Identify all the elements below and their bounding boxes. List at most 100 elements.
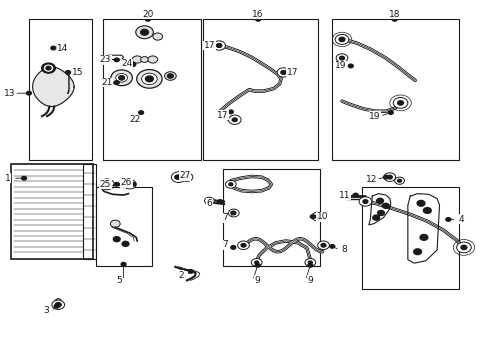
Circle shape	[116, 73, 127, 82]
Circle shape	[394, 177, 404, 184]
Circle shape	[212, 41, 225, 50]
Text: 1: 1	[5, 174, 11, 183]
Circle shape	[127, 183, 132, 186]
Circle shape	[136, 26, 153, 39]
Text: 11: 11	[338, 190, 349, 199]
Circle shape	[277, 68, 289, 77]
Bar	[103, 19, 200, 160]
Circle shape	[397, 101, 403, 105]
Circle shape	[251, 258, 262, 266]
Circle shape	[148, 56, 158, 63]
Text: 26: 26	[121, 178, 132, 187]
Circle shape	[225, 180, 236, 188]
Text: 20: 20	[142, 10, 153, 19]
Bar	[82, 164, 96, 259]
Circle shape	[26, 91, 31, 95]
Circle shape	[217, 200, 222, 203]
Circle shape	[456, 242, 470, 253]
Circle shape	[231, 212, 235, 215]
Circle shape	[216, 44, 221, 47]
Text: 2: 2	[178, 270, 183, 279]
Circle shape	[334, 35, 348, 44]
Circle shape	[164, 72, 176, 80]
Circle shape	[419, 234, 427, 240]
Circle shape	[317, 241, 329, 249]
Bar	[29, 19, 92, 160]
Text: 6: 6	[206, 199, 212, 208]
Circle shape	[372, 215, 379, 220]
Text: 3: 3	[43, 306, 49, 315]
Text: 21: 21	[101, 78, 112, 87]
Circle shape	[139, 111, 143, 114]
Circle shape	[55, 303, 61, 307]
Text: 27: 27	[179, 171, 190, 180]
Circle shape	[311, 212, 323, 221]
Circle shape	[114, 58, 119, 62]
Circle shape	[310, 215, 315, 219]
Circle shape	[145, 76, 153, 82]
Circle shape	[383, 173, 395, 181]
Circle shape	[321, 243, 325, 247]
Bar	[11, 164, 93, 259]
Circle shape	[228, 115, 241, 125]
Circle shape	[254, 261, 258, 264]
Circle shape	[54, 305, 59, 308]
Circle shape	[167, 74, 173, 78]
Circle shape	[228, 110, 233, 114]
Circle shape	[382, 203, 388, 208]
Circle shape	[232, 118, 237, 122]
Circle shape	[362, 200, 367, 203]
Circle shape	[338, 37, 344, 41]
Bar	[361, 187, 458, 289]
Bar	[331, 19, 458, 160]
Text: 12: 12	[365, 175, 376, 184]
Text: 5: 5	[116, 276, 122, 285]
Circle shape	[188, 270, 193, 273]
Bar	[96, 187, 152, 266]
Circle shape	[52, 300, 64, 310]
Text: 19: 19	[368, 112, 380, 121]
Circle shape	[392, 98, 407, 108]
Circle shape	[121, 262, 126, 266]
Circle shape	[174, 175, 179, 179]
Text: 7: 7	[222, 240, 227, 249]
Circle shape	[111, 70, 132, 86]
Circle shape	[377, 211, 384, 216]
Circle shape	[413, 249, 421, 255]
Circle shape	[237, 241, 249, 249]
Circle shape	[114, 183, 119, 186]
Circle shape	[460, 245, 466, 249]
Circle shape	[141, 57, 148, 62]
Circle shape	[241, 243, 245, 247]
Circle shape	[329, 244, 334, 248]
Circle shape	[153, 33, 162, 40]
Circle shape	[131, 63, 136, 66]
Circle shape	[119, 76, 124, 80]
Circle shape	[113, 237, 120, 242]
Circle shape	[181, 173, 192, 181]
Circle shape	[131, 183, 136, 186]
Circle shape	[46, 66, 51, 70]
Circle shape	[132, 56, 142, 63]
Circle shape	[216, 44, 221, 47]
Text: 25: 25	[100, 180, 111, 189]
Circle shape	[104, 182, 110, 186]
Circle shape	[397, 179, 401, 182]
Polygon shape	[33, 67, 74, 107]
Circle shape	[423, 208, 430, 213]
Circle shape	[255, 18, 260, 21]
Circle shape	[416, 201, 424, 206]
Circle shape	[383, 175, 387, 179]
Text: 17: 17	[203, 41, 215, 50]
Circle shape	[307, 264, 312, 267]
Text: 14: 14	[57, 44, 69, 53]
Text: 15: 15	[72, 68, 83, 77]
Text: 24: 24	[121, 59, 132, 68]
Circle shape	[281, 71, 285, 74]
Circle shape	[171, 172, 185, 183]
Circle shape	[175, 175, 181, 179]
Circle shape	[65, 71, 70, 74]
Circle shape	[358, 197, 371, 206]
Circle shape	[230, 211, 235, 215]
Circle shape	[204, 197, 214, 204]
